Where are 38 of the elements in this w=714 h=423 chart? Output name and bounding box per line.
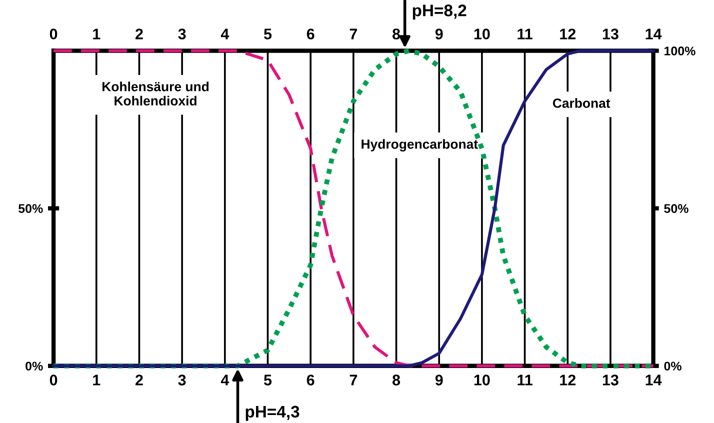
- x-tick-label: 2: [136, 374, 143, 386]
- text: Kohlensäure und Kohlendioxid: [102, 82, 209, 106]
- x-tick-label: 13: [602, 374, 618, 386]
- annotation: pH=8,2: [412, 4, 466, 20]
- x2-tick-label: 2: [136, 28, 143, 40]
- x-tick-label: 10: [474, 374, 490, 386]
- x2-tick-label: 5: [264, 28, 272, 40]
- x-tick-label: 0: [50, 374, 58, 386]
- x2-tick-label: 6: [306, 28, 314, 40]
- x-tick-label: 4: [220, 374, 230, 386]
- x2-tick-label: 3: [178, 28, 186, 40]
- x-tick-label: 5: [264, 374, 272, 386]
- x2-tick-label: 13: [602, 28, 618, 40]
- x-tick-label: 6: [306, 374, 314, 386]
- x2-tick-label: 11: [518, 28, 532, 40]
- x-tick-label: 11: [518, 374, 532, 386]
- x2-tick-label: 0: [50, 28, 58, 40]
- x-tick-label: 3: [178, 374, 186, 386]
- x-tick-label: 7: [350, 374, 358, 386]
- x2-tick-label: 9: [435, 28, 443, 40]
- x2-tick-label: 1: [93, 28, 100, 40]
- x2-tick-label: 7: [350, 28, 358, 40]
- x2-tick-label: 14: [646, 28, 662, 40]
- x-tick-label: 8: [392, 374, 400, 386]
- x2-tick-label: 4: [220, 28, 230, 40]
- series-label: Hydrogencarbonat: [362, 139, 478, 152]
- x2-tick-label: 10: [474, 28, 490, 40]
- y2-tick-label: 100%: [664, 46, 696, 56]
- x-tick-label: 14: [646, 374, 662, 386]
- y2-tick-label: 50%: [664, 204, 688, 213]
- series-label: Carbonat: [552, 98, 610, 108]
- x2-tick-label: 8: [392, 28, 400, 40]
- x-tick-label: 12: [560, 374, 576, 386]
- x2-tick-label: 12: [560, 28, 576, 40]
- x-tick-label: 9: [435, 374, 443, 386]
- y2-tick-label: 0%: [664, 362, 682, 371]
- annotation: pH=4,3: [246, 406, 300, 421]
- x-tick-label: 1: [93, 374, 100, 386]
